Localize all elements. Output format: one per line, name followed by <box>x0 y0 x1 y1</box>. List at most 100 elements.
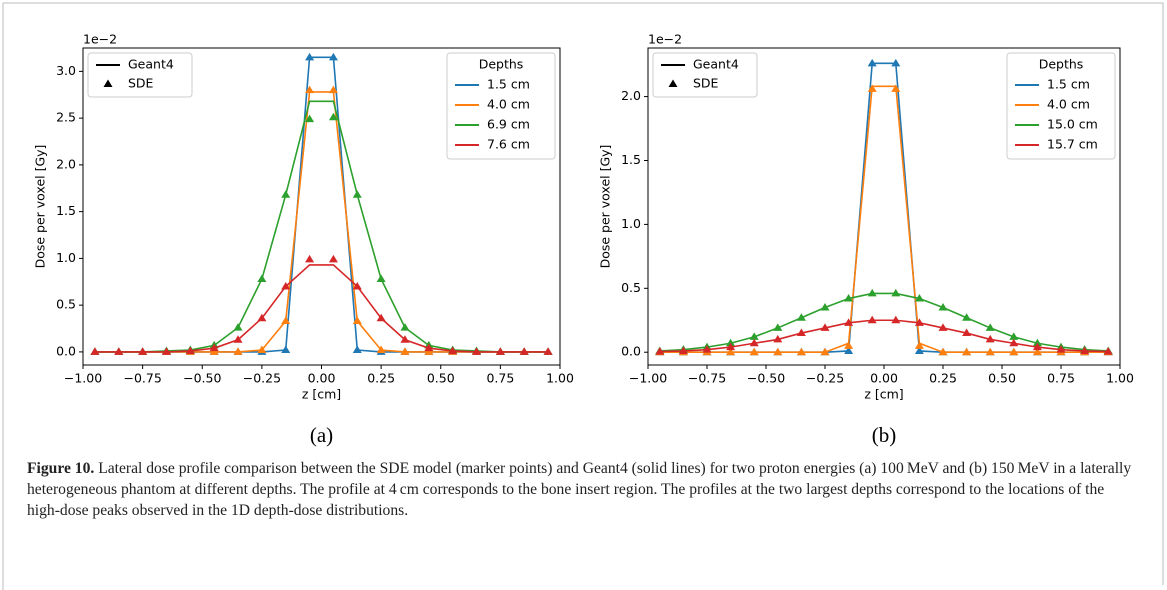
sde-marker <box>1103 347 1113 355</box>
y-tick-label: 1.0 <box>621 216 641 231</box>
y-tick-label: 2.0 <box>621 88 641 103</box>
sde-marker <box>796 328 806 337</box>
offset-text: 1e−2 <box>83 32 117 47</box>
sde-marker <box>1032 342 1042 351</box>
x-tick-label: −1.00 <box>629 371 667 386</box>
sde-marker <box>281 281 291 290</box>
y-axis-label: Dose per voxel [Gy] <box>598 145 613 269</box>
y-tick-label: 2.5 <box>56 110 76 125</box>
sde-marker <box>90 347 100 355</box>
legend-title: Depths <box>479 57 524 72</box>
x-tick-label: −0.75 <box>123 371 161 386</box>
sde-marker <box>1009 347 1019 356</box>
sde-marker <box>726 338 736 347</box>
x-tick-label: 0.75 <box>486 371 514 386</box>
legend-label: 7.6 cm <box>487 137 530 152</box>
sde-marker <box>257 274 267 282</box>
geant4-line <box>659 319 1109 353</box>
y-tick-label: 0.5 <box>56 297 76 312</box>
legend-label: 15.7 cm <box>1047 137 1098 152</box>
sde-marker <box>305 52 315 61</box>
sde-marker <box>678 346 688 354</box>
sde-marker <box>472 347 482 355</box>
sde-marker <box>867 84 877 92</box>
x-axis-label: z [cm] <box>302 387 341 402</box>
sde-marker <box>1080 346 1090 354</box>
sde-marker <box>1009 332 1019 340</box>
legend-marker-key <box>103 79 113 87</box>
legend-label: 1.5 cm <box>1047 77 1090 92</box>
x-tick-label: 1.00 <box>1106 371 1134 386</box>
sde-marker <box>257 345 267 354</box>
sde-marker <box>114 347 124 355</box>
x-tick-label: −0.25 <box>243 371 281 386</box>
x-tick-label: 0.75 <box>1047 371 1075 386</box>
sde-marker <box>985 334 995 343</box>
sde-marker <box>519 347 529 355</box>
sde-marker <box>749 338 759 347</box>
sde-marker <box>1009 338 1019 347</box>
sde-marker <box>328 112 338 121</box>
legend-label: Geant4 <box>693 57 739 72</box>
sde-marker <box>962 328 972 337</box>
legend-label: 1.5 cm <box>487 77 530 92</box>
sde-marker <box>891 84 901 92</box>
sde-marker <box>1032 347 1042 356</box>
x-tick-label: 0.50 <box>988 371 1016 386</box>
sde-marker <box>726 347 736 356</box>
x-tick-label: −0.25 <box>806 371 844 386</box>
sde-marker <box>495 347 505 355</box>
legend-box <box>446 52 556 160</box>
legend-title: Depths <box>1039 57 1084 72</box>
sde-marker <box>938 302 948 311</box>
sde-marker <box>796 313 806 321</box>
sde-marker <box>938 323 948 331</box>
x-tick-label: 0.50 <box>427 371 455 386</box>
x-tick-label: 0.25 <box>929 371 957 386</box>
sde-marker <box>844 341 854 349</box>
geant4-line <box>659 85 1109 354</box>
x-tick-label: −0.50 <box>183 371 221 386</box>
sde-marker <box>820 302 830 311</box>
sde-marker <box>424 343 434 352</box>
sde-marker <box>543 347 553 355</box>
sde-marker <box>376 313 386 322</box>
sde-marker <box>914 346 924 354</box>
panel-label: (a) <box>310 423 333 447</box>
sde-marker <box>749 347 759 356</box>
sde-marker <box>161 347 171 355</box>
sde-marker <box>233 323 243 331</box>
sde-marker <box>352 281 362 290</box>
sde-marker <box>773 334 783 343</box>
legend-label: SDE <box>693 76 719 91</box>
x-axis-label: z [cm] <box>864 387 903 402</box>
x-tick-label: 0.25 <box>367 371 395 386</box>
x-tick-label: −1.00 <box>64 371 102 386</box>
legend-label: 6.9 cm <box>487 117 530 132</box>
legend-label: SDE <box>128 76 154 91</box>
y-tick-label: 0.0 <box>621 344 641 359</box>
y-tick-label: 2.0 <box>56 156 76 171</box>
sde-marker <box>352 190 362 198</box>
caption-text: Lateral dose profile comparison between … <box>27 460 1132 519</box>
legend-label: Geant4 <box>128 57 174 72</box>
y-tick-label: 0.0 <box>56 343 76 358</box>
sde-marker <box>400 347 410 355</box>
sde-marker <box>305 254 315 263</box>
sde-marker <box>138 347 148 355</box>
y-tick-label: 1.5 <box>56 203 76 218</box>
sde-marker <box>328 85 338 94</box>
y-tick-label: 0.5 <box>621 280 641 295</box>
x-tick-label: 0.00 <box>870 371 898 386</box>
y-tick-label: 1.5 <box>621 152 641 167</box>
sde-marker <box>400 335 410 343</box>
sde-marker <box>914 318 924 326</box>
sde-marker <box>867 288 877 297</box>
sde-marker <box>844 318 854 326</box>
sde-marker <box>328 254 338 263</box>
offset-text: 1e−2 <box>648 32 682 47</box>
sde-marker <box>400 323 410 331</box>
sde-marker <box>867 58 877 67</box>
